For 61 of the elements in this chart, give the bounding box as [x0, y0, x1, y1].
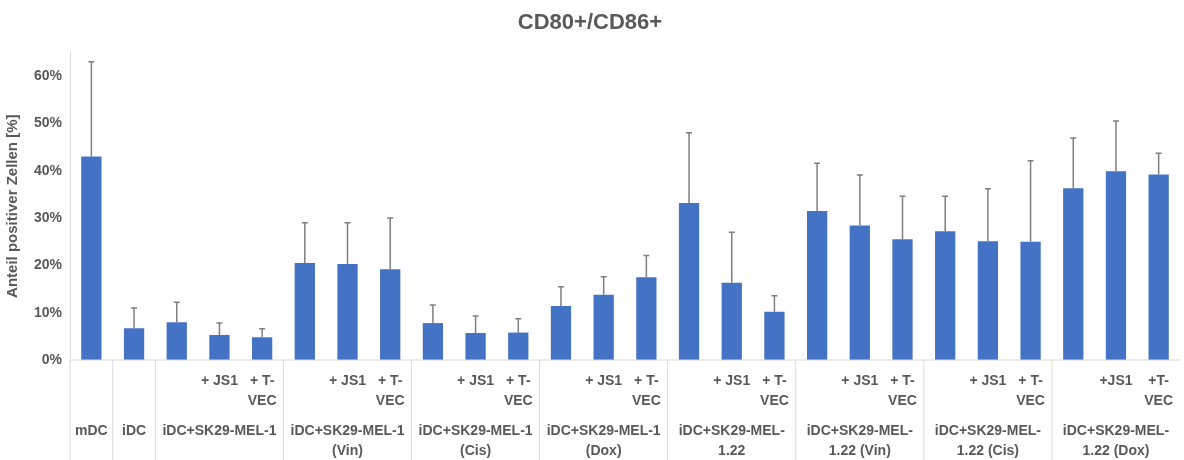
bar — [892, 239, 913, 360]
text: mDC — [75, 421, 108, 438]
y-tick-label: 0% — [41, 350, 63, 367]
text: iDC+SK29-MEL-1.22 (Vin) — [806, 421, 914, 458]
x-tick-label: + JS1 — [841, 371, 879, 388]
bar — [209, 334, 230, 360]
y-tick-label: 20% — [33, 256, 63, 273]
bar — [935, 231, 956, 360]
x-tick-label: + JS1 — [200, 371, 239, 388]
x-tick-label: + JS1 — [329, 371, 367, 388]
bar — [123, 328, 145, 360]
text: iDC+SK29-MEL-1 (Cis) — [418, 421, 533, 458]
bar — [1105, 171, 1127, 360]
bar — [1148, 174, 1169, 360]
bar — [1063, 188, 1084, 360]
text: iDC+SK29-MEL-1.22 (Cis) — [934, 421, 1042, 458]
x-tick-label: +T-VEC — [1144, 371, 1174, 408]
y-tick-label: 60% — [33, 66, 63, 83]
text: iDC+SK29-MEL-1.22 — [678, 421, 786, 458]
bar — [721, 282, 742, 360]
x-tick-label: + T-VEC — [247, 371, 277, 408]
y-axis-title: Anteil positiver Zellen [%] — [3, 114, 21, 298]
x-tick-label: + T-VEC — [760, 371, 789, 408]
y-tick-label: 40% — [33, 161, 63, 178]
x-tick-label: + JS1 — [457, 371, 495, 388]
bar — [81, 156, 102, 360]
x-tick-label: + T-VEC — [503, 371, 533, 408]
text: iDC+SK29-MEL-1 (Dox) — [546, 421, 661, 458]
bar — [422, 323, 444, 360]
bar — [764, 311, 785, 360]
bar — [1020, 241, 1041, 360]
text: iDC+SK29-MEL-1 (Vin) — [290, 421, 405, 458]
x-tick-label: + T-VEC — [888, 371, 917, 408]
x-tick-label: + T-VEC — [631, 371, 661, 408]
bar — [294, 262, 315, 360]
bar — [550, 306, 572, 360]
bar — [636, 277, 657, 360]
y-tick-label: 10% — [33, 303, 63, 320]
bar — [593, 294, 614, 360]
bar — [251, 337, 273, 360]
bar — [508, 332, 529, 360]
bar — [806, 210, 828, 360]
bar — [166, 322, 187, 360]
bar — [465, 333, 486, 360]
x-tick-label: + JS1 — [969, 371, 1007, 388]
x-tick-label: + JS1 — [585, 371, 623, 388]
chart-title: CD80+/CD86+ — [517, 9, 663, 35]
bar — [849, 225, 870, 360]
bar — [678, 202, 700, 360]
bar — [337, 263, 358, 360]
bar — [977, 241, 999, 360]
bar — [380, 269, 401, 360]
x-tick-label: + T-VEC — [1016, 371, 1045, 408]
x-tick-label: + JS1 — [713, 371, 751, 388]
x-tick-label: + T-VEC — [375, 371, 405, 408]
text: iDC+SK29-MEL-1.22 (Dox) — [1062, 421, 1170, 458]
text: iDC+SK29-MEL-1 — [162, 421, 277, 438]
text: iDC — [122, 421, 147, 438]
x-tick-label: +JS1 — [1099, 371, 1133, 388]
y-tick-label: 30% — [33, 208, 63, 225]
y-tick-label: 50% — [33, 114, 63, 131]
